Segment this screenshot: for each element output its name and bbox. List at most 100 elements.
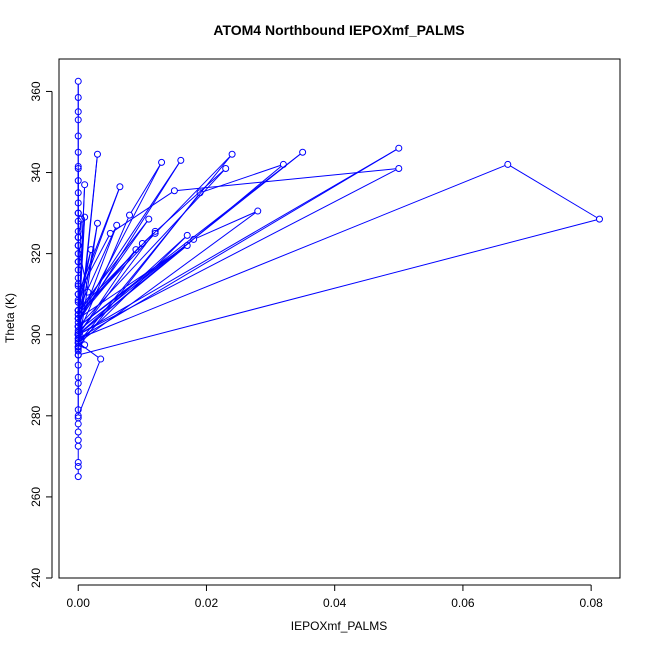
x-axis-label: IEPOXmf_PALMS <box>291 619 387 633</box>
series-line-segment <box>79 170 225 325</box>
data-point <box>74 442 82 450</box>
data-point <box>74 148 82 156</box>
series-line-segment <box>79 194 199 345</box>
data-point <box>183 231 191 239</box>
series-line-segment <box>79 221 148 309</box>
data-point <box>74 414 82 422</box>
data-point <box>74 298 82 306</box>
data-point <box>395 144 403 152</box>
y-axis: 240 260 280 300 320 340 360 <box>29 81 53 588</box>
y-axis-label: Theta (K) <box>3 293 17 343</box>
data-point <box>132 246 140 254</box>
data-point <box>74 199 82 207</box>
data-point <box>177 156 185 164</box>
data-point <box>74 296 82 304</box>
series-line-segment <box>78 361 101 414</box>
data-point <box>74 462 82 470</box>
data-point <box>74 162 82 170</box>
series-line-segment <box>510 165 598 219</box>
data-point <box>74 428 82 436</box>
series-line-segment <box>80 344 99 358</box>
series-line-segment <box>81 219 597 355</box>
data-point <box>74 436 82 444</box>
data-point <box>151 229 159 237</box>
data-point <box>74 77 82 85</box>
y-tick-label: 260 <box>29 487 43 507</box>
series-line-segment <box>80 287 86 291</box>
series-line-segment <box>196 211 256 239</box>
data-point <box>97 355 105 363</box>
data-point <box>126 211 134 219</box>
data-point <box>81 181 89 189</box>
data-point <box>74 258 82 266</box>
data-point <box>81 341 89 349</box>
data-point <box>74 94 82 102</box>
data-point <box>183 242 191 250</box>
data-point <box>74 306 82 314</box>
plot-frame <box>58 58 621 579</box>
data-point <box>74 116 82 124</box>
data-point <box>74 373 82 381</box>
data-point <box>74 315 82 322</box>
data-point <box>74 233 82 241</box>
data-point <box>84 288 92 296</box>
series-line-segment <box>130 164 161 213</box>
y-tick-label: 320 <box>29 243 43 263</box>
data-point <box>93 219 101 227</box>
data-point <box>74 327 82 335</box>
y-tick-label: 300 <box>29 324 43 344</box>
data-point <box>74 351 82 359</box>
data-point <box>196 189 204 197</box>
data-point <box>299 148 307 156</box>
y-tick-label: 280 <box>29 405 43 425</box>
series-line-segment <box>79 164 161 321</box>
data-point <box>74 343 82 351</box>
data-point <box>254 207 262 215</box>
data-point <box>74 339 82 347</box>
data-point <box>74 331 82 339</box>
series-line-segment <box>77 187 86 324</box>
series-line-segment <box>80 169 397 334</box>
data-point <box>74 387 82 395</box>
data-point <box>106 229 114 237</box>
data-point <box>74 335 82 343</box>
data-point <box>74 209 82 217</box>
series-line-segment <box>80 212 256 342</box>
data-point <box>74 108 82 116</box>
data-point <box>395 164 403 172</box>
series-line-segment <box>79 251 135 317</box>
data-point <box>74 458 82 466</box>
series-line-segment <box>79 233 154 333</box>
data-point <box>504 160 512 168</box>
data-point <box>138 239 146 247</box>
series-line-segment <box>177 168 396 191</box>
series-line-segment <box>78 217 129 333</box>
series-line-segment <box>77 220 85 308</box>
data-point <box>151 227 159 235</box>
data-point <box>74 266 82 274</box>
data-point <box>74 282 82 290</box>
data-point <box>190 235 198 243</box>
series-line-segment <box>78 189 120 298</box>
x-tick-label: 0.08 <box>579 596 603 610</box>
x-tick-label: 0.00 <box>67 596 91 610</box>
data-point <box>74 347 82 355</box>
series-line-segment <box>112 192 173 233</box>
data-point <box>74 274 82 282</box>
data-point <box>74 177 82 185</box>
data-point <box>74 361 82 369</box>
data-point <box>113 221 121 229</box>
data-point <box>145 215 153 223</box>
data-point <box>228 150 236 158</box>
data-point <box>77 215 85 223</box>
series-line-segment <box>79 251 135 333</box>
data-point <box>93 150 101 158</box>
series-line-segment <box>80 165 506 339</box>
series-line-segment <box>79 221 148 317</box>
data-point <box>74 420 82 428</box>
series-layer <box>74 77 603 481</box>
data-point <box>74 473 82 481</box>
data-point <box>87 246 95 254</box>
